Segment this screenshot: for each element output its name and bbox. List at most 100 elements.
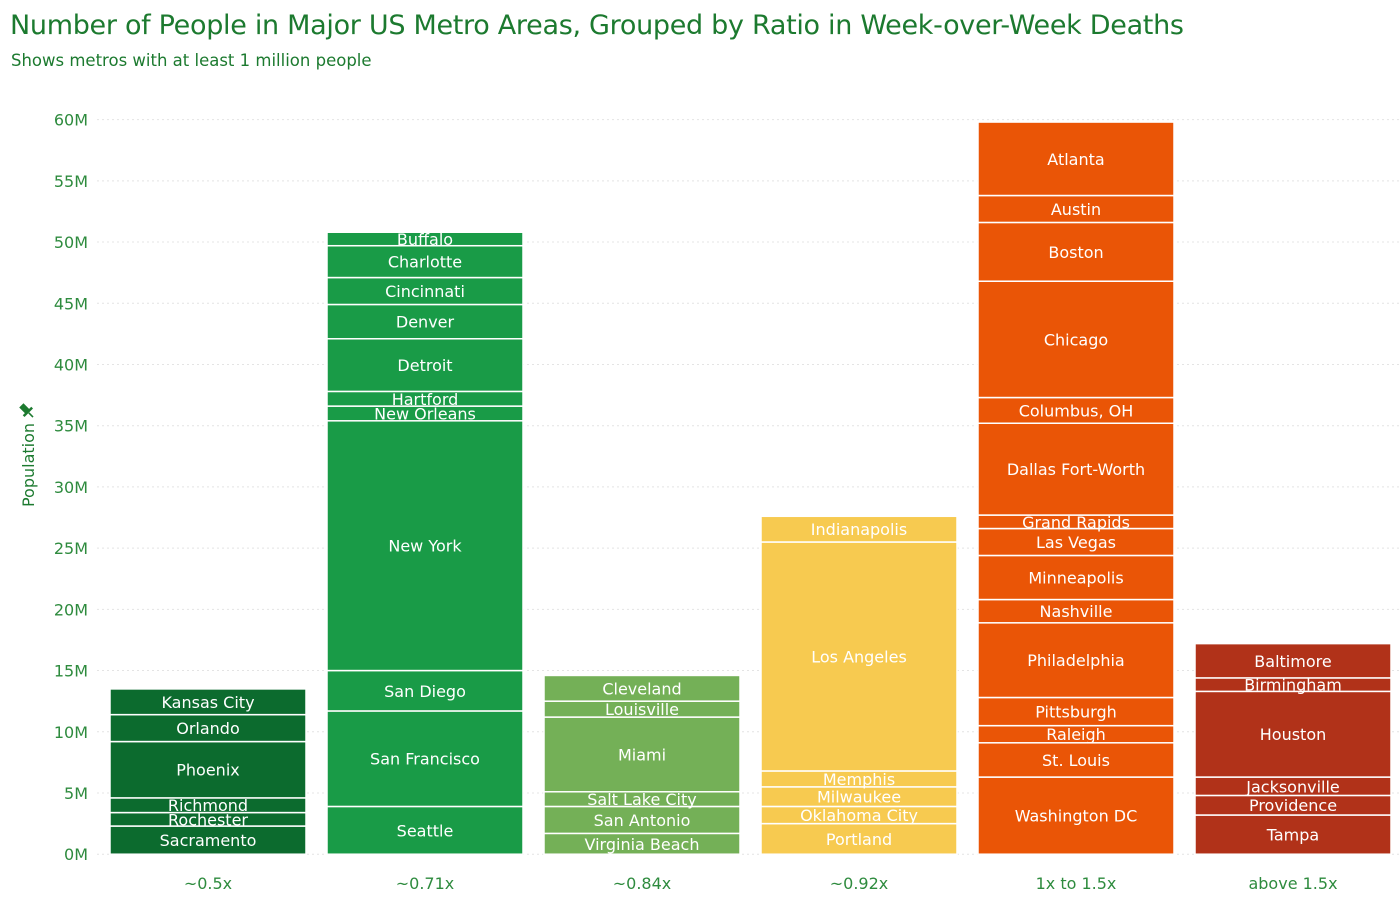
- y-tick-label: 45M: [54, 294, 88, 313]
- y-axis-title-group: Population: [19, 423, 38, 507]
- segment-label-dallas-fort-worth: Dallas Fort-Worth: [1007, 460, 1145, 479]
- segment-label-nashville: Nashville: [1040, 602, 1113, 621]
- segment-label-raleigh: Raleigh: [1046, 725, 1106, 744]
- segment-st-louis[interactable]: [977, 742, 1175, 778]
- segment-label-richmond: Richmond: [168, 796, 248, 815]
- y-tick-label: 30M: [54, 478, 88, 497]
- segment-label-charlotte: Charlotte: [388, 253, 462, 272]
- segment-kansas-city[interactable]: [109, 688, 307, 716]
- y-tick-label: 55M: [54, 172, 88, 191]
- segment-label-chicago: Chicago: [1044, 330, 1108, 349]
- x-tick-label: ~0.5x: [184, 874, 232, 893]
- segment-label-jacksonville: Jacksonville: [1245, 777, 1340, 796]
- segment-new-york[interactable]: [326, 420, 524, 672]
- segment-label-milwaukee: Milwaukee: [817, 788, 901, 807]
- segment-las-vegas[interactable]: [977, 527, 1175, 557]
- segment-los-angeles[interactable]: [760, 541, 958, 772]
- segment-label-boston: Boston: [1048, 243, 1103, 262]
- chart-title: Number of People in Major US Metro Areas…: [10, 10, 1184, 41]
- segment-label-orlando: Orlando: [176, 719, 240, 738]
- y-tick-label: 50M: [54, 233, 88, 252]
- x-tick-label: ~0.71x: [396, 874, 455, 893]
- segment-label-atlanta: Atlanta: [1047, 150, 1104, 169]
- y-tick-label: 25M: [54, 539, 88, 558]
- segment-charlotte[interactable]: [326, 244, 524, 279]
- segment-label-kansas-city: Kansas City: [161, 693, 254, 712]
- segment-dallas-fort-worth[interactable]: [977, 422, 1175, 516]
- segment-label-seattle: Seattle: [397, 821, 454, 840]
- segment-label-miami: Miami: [618, 745, 666, 764]
- segment-denver[interactable]: [326, 303, 524, 340]
- y-tick-label: 10M: [54, 723, 88, 742]
- chart-subtitle: Shows metros with at least 1 million peo…: [11, 51, 372, 70]
- segment-san-diego[interactable]: [326, 669, 524, 712]
- segment-label-washington-dc: Washington DC: [1015, 807, 1138, 826]
- y-axis-title: Population: [19, 423, 38, 507]
- segment-pittsburgh[interactable]: [977, 696, 1175, 727]
- segment-houston[interactable]: [1194, 690, 1392, 778]
- segment-label-oklahoma-city: Oklahoma City: [800, 806, 918, 825]
- segment-baltimore[interactable]: [1194, 642, 1392, 679]
- x-tick-label: ~0.92x: [830, 874, 889, 893]
- segment-label-las-vegas: Las Vegas: [1036, 533, 1116, 552]
- bar-0-71x: Seattle San Francisco San Diego New York New…: [326, 230, 524, 855]
- y-tick-label: 20M: [54, 600, 88, 619]
- segment-label-louisville: Louisville: [605, 700, 679, 719]
- y-axis: 0M 5M 10M 15M 20M 25M 30M 35M 40M 45M 50M 55M 60M: [54, 111, 88, 865]
- segment-sacramento[interactable]: [109, 825, 307, 855]
- segment-label-buffalo: Buffalo: [397, 230, 453, 249]
- segment-label-pittsburgh: Pittsburgh: [1035, 703, 1117, 722]
- segment-label-new-york: New York: [388, 537, 462, 556]
- segment-label-portland: Portland: [826, 830, 892, 849]
- segment-label-cincinnati: Cincinnati: [385, 282, 465, 301]
- segment-label-columbus-oh: Columbus, OH: [1019, 401, 1134, 420]
- segment-san-francisco[interactable]: [326, 710, 524, 808]
- segment-buffalo[interactable]: [326, 231, 524, 247]
- segment-columbus-oh[interactable]: [977, 396, 1175, 424]
- y-tick-label: 5M: [64, 784, 88, 803]
- y-tick-label: 60M: [54, 111, 88, 130]
- segment-label-grand-rapids: Grand Rapids: [1022, 513, 1130, 532]
- segment-detroit[interactable]: [326, 338, 524, 393]
- y-tick-label: 0M: [64, 845, 88, 864]
- segment-boston[interactable]: [977, 221, 1175, 282]
- segment-label-baltimore: Baltimore: [1254, 652, 1331, 671]
- bar-1x-to-1-5x: Washington DC St. Louis Raleigh Pittsburgh P…: [977, 121, 1175, 855]
- segment-label-st-louis: St. Louis: [1042, 751, 1110, 770]
- segment-label-providence: Providence: [1249, 796, 1337, 815]
- segment-label-los-angeles: Los Angeles: [811, 647, 907, 666]
- segment-miami[interactable]: [543, 716, 741, 793]
- segment-label-memphis: Memphis: [823, 770, 895, 789]
- y-tick-label: 15M: [54, 662, 88, 681]
- segment-label-denver: Denver: [396, 313, 455, 332]
- segment-cincinnati[interactable]: [326, 276, 524, 306]
- segment-indianapolis[interactable]: [760, 515, 958, 543]
- segment-chicago[interactable]: [977, 280, 1175, 399]
- segment-label-tampa: Tampa: [1266, 826, 1319, 845]
- x-tick-label: 1x to 1.5x: [1036, 874, 1117, 893]
- segment-label-sacramento: Sacramento: [160, 831, 257, 850]
- segment-label-minneapolis: Minneapolis: [1028, 569, 1123, 588]
- segment-cleveland[interactable]: [543, 674, 741, 702]
- segment-label-philadelphia: Philadelphia: [1027, 651, 1124, 670]
- x-tick-label: ~0.84x: [613, 874, 672, 893]
- segment-label-rochester: Rochester: [168, 810, 248, 829]
- segment-label-phoenix: Phoenix: [176, 761, 239, 780]
- segment-atlanta[interactable]: [977, 121, 1175, 197]
- segment-minneapolis[interactable]: [977, 554, 1175, 601]
- segment-tampa[interactable]: [1194, 814, 1392, 855]
- bar-0-84x: Virginia Beach San Antonio Salt Lake City M…: [543, 674, 741, 855]
- segment-seattle[interactable]: [326, 805, 524, 855]
- segment-philadelphia[interactable]: [977, 622, 1175, 699]
- segment-label-birmingham: Birmingham: [1244, 676, 1342, 695]
- segment-label-houston: Houston: [1260, 725, 1327, 744]
- segment-austin[interactable]: [977, 194, 1175, 224]
- x-tick-label: above 1.5x: [1248, 874, 1337, 893]
- x-axis: ~0.5x ~0.71x ~0.84x ~0.92x 1x to 1.5x above 1…: [184, 874, 1338, 893]
- pin-icon[interactable]: [17, 401, 37, 421]
- segment-phoenix[interactable]: [109, 740, 307, 799]
- segment-label-san-antonio: San Antonio: [594, 811, 691, 830]
